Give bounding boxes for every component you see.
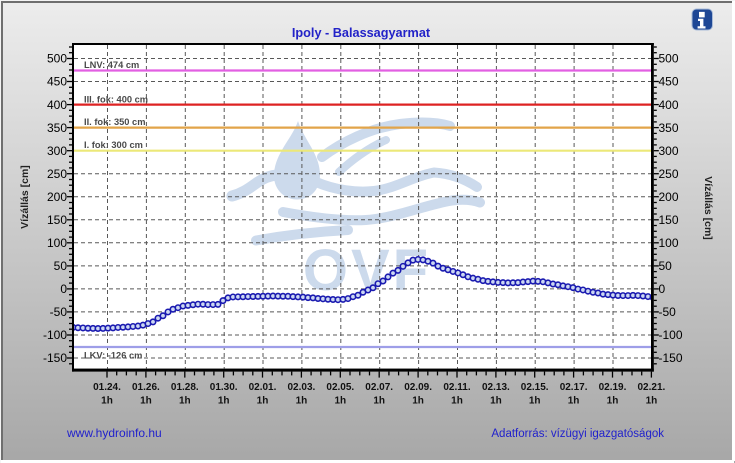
svg-text:02.15.: 02.15. xyxy=(521,382,549,393)
svg-text:-50: -50 xyxy=(50,305,68,319)
svg-text:250: 250 xyxy=(659,167,679,181)
svg-text:02.07.: 02.07. xyxy=(365,382,393,393)
svg-text:02.01.: 02.01. xyxy=(249,382,277,393)
svg-text:01.28.: 01.28. xyxy=(171,382,199,393)
svg-text:02.21.: 02.21. xyxy=(637,382,665,393)
svg-text:Vízállás [cm]: Vízállás [cm] xyxy=(702,176,714,240)
svg-text:400: 400 xyxy=(47,98,67,112)
svg-text:100: 100 xyxy=(47,236,67,250)
svg-text:450: 450 xyxy=(47,75,67,89)
svg-text:350: 350 xyxy=(47,121,67,135)
svg-text:300: 300 xyxy=(47,144,67,158)
svg-text:02.09.: 02.09. xyxy=(404,382,432,393)
svg-text:1h: 1h xyxy=(568,396,580,407)
svg-text:I. fok: 300 cm: I. fok: 300 cm xyxy=(84,140,143,150)
svg-text:01.26.: 01.26. xyxy=(132,382,160,393)
svg-text:1h: 1h xyxy=(179,396,191,407)
svg-text:1h: 1h xyxy=(607,396,619,407)
svg-text:400: 400 xyxy=(659,98,679,112)
svg-text:-100: -100 xyxy=(43,328,67,342)
svg-text:-50: -50 xyxy=(659,305,677,319)
svg-text:LNV: 474 cm: LNV: 474 cm xyxy=(84,60,139,70)
svg-text:02.13.: 02.13. xyxy=(482,382,510,393)
svg-text:300: 300 xyxy=(659,144,679,158)
svg-text:-100: -100 xyxy=(659,328,683,342)
svg-text:02.17.: 02.17. xyxy=(560,382,588,393)
svg-text:-150: -150 xyxy=(43,351,67,365)
svg-text:200: 200 xyxy=(47,190,67,204)
svg-text:1h: 1h xyxy=(101,396,113,407)
svg-text:1h: 1h xyxy=(373,396,385,407)
svg-text:02.11.: 02.11. xyxy=(443,382,470,393)
svg-text:02.19.: 02.19. xyxy=(599,382,627,393)
svg-text:0: 0 xyxy=(60,282,67,296)
svg-text:LKV: -126 cm: LKV: -126 cm xyxy=(84,350,142,360)
svg-text:Vízállás [cm]: Vízállás [cm] xyxy=(19,165,31,229)
svg-text:1h: 1h xyxy=(451,396,463,407)
svg-text:1h: 1h xyxy=(218,396,230,407)
svg-text:100: 100 xyxy=(659,236,679,250)
svg-text:02.03.: 02.03. xyxy=(287,382,315,393)
svg-text:1h: 1h xyxy=(296,396,308,407)
svg-text:02.05.: 02.05. xyxy=(326,382,354,393)
svg-text:200: 200 xyxy=(659,190,679,204)
svg-text:-150: -150 xyxy=(659,351,683,365)
svg-text:50: 50 xyxy=(659,259,673,273)
svg-text:450: 450 xyxy=(659,75,679,89)
svg-text:III. fok: 400 cm: III. fok: 400 cm xyxy=(84,94,148,104)
svg-text:1h: 1h xyxy=(490,396,502,407)
svg-text:Ipoly - Balassagyarmat: Ipoly - Balassagyarmat xyxy=(292,26,431,40)
svg-text:150: 150 xyxy=(659,213,679,227)
svg-text:Adatforrás: vízügyi igazgatósá: Adatforrás: vízügyi igazgatóságok xyxy=(491,428,664,440)
svg-text:1h: 1h xyxy=(140,396,152,407)
svg-text:1h: 1h xyxy=(529,396,541,407)
svg-text:350: 350 xyxy=(659,121,679,135)
svg-text:1h: 1h xyxy=(646,396,658,407)
svg-text:1h: 1h xyxy=(334,396,346,407)
svg-text:01.30.: 01.30. xyxy=(210,382,238,393)
svg-text:II. fok: 350 cm: II. fok: 350 cm xyxy=(84,117,146,127)
svg-text:150: 150 xyxy=(47,213,67,227)
svg-text:50: 50 xyxy=(54,259,68,273)
svg-text:www.hydroinfo.hu: www.hydroinfo.hu xyxy=(66,426,162,440)
svg-text:500: 500 xyxy=(659,52,679,66)
svg-text:1h: 1h xyxy=(412,396,424,407)
svg-text:1h: 1h xyxy=(257,396,269,407)
svg-text:500: 500 xyxy=(47,52,67,66)
svg-text:250: 250 xyxy=(47,167,67,181)
svg-text:0: 0 xyxy=(659,282,666,296)
svg-text:01.24.: 01.24. xyxy=(93,382,121,393)
